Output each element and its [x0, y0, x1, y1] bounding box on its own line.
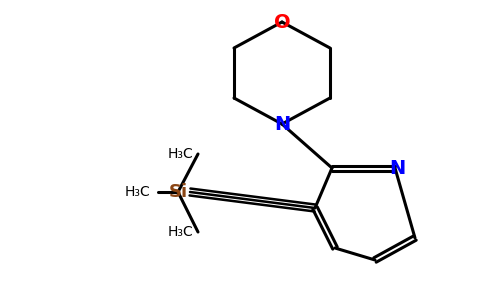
Text: O: O: [273, 13, 290, 32]
Text: H₃C: H₃C: [167, 147, 193, 161]
Text: H₃C: H₃C: [167, 225, 193, 239]
Text: H₃C: H₃C: [124, 185, 150, 199]
Text: N: N: [274, 115, 290, 134]
Text: N: N: [389, 158, 405, 178]
Text: Si: Si: [168, 183, 188, 201]
